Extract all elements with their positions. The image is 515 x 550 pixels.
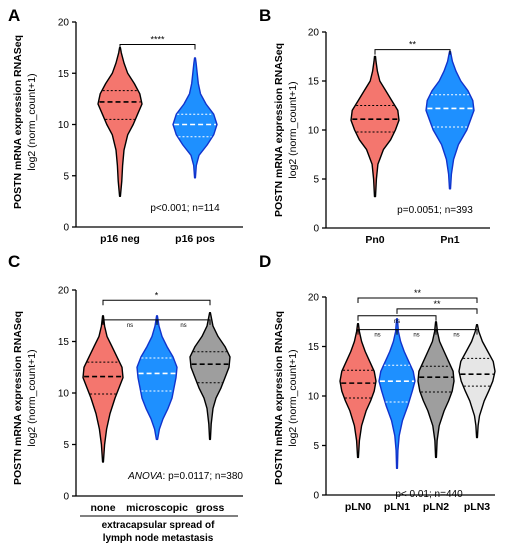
- plot-area-b: 0 5 10 15 20 Pn0 Pn1 **: [308, 28, 490, 246]
- y-axis-subtitle-d: log2 (norm_count+1): [287, 349, 299, 446]
- stats-annotation-c: ANOVA: p=0.0117; n=380: [127, 471, 243, 482]
- y-axis-subtitle-b: log2 (norm_count+1): [287, 81, 299, 178]
- panel-d: D POSTN mRNA expression RNASeq log2 (nor…: [259, 252, 496, 513]
- y-axis-subtitle-c: log2 (norm_count+1): [26, 349, 38, 446]
- y-tick-label: 5: [63, 440, 69, 451]
- y-tick-label: 0: [63, 223, 69, 234]
- y-tick-label: 10: [58, 389, 70, 400]
- x-tick-label: Pn0: [365, 234, 384, 246]
- significance-label: ns: [453, 333, 459, 339]
- significance-label: ns: [374, 333, 380, 339]
- significance-bracket: [119, 44, 196, 50]
- violin-pn0: [350, 55, 400, 198]
- y-tick-label: 10: [58, 120, 70, 131]
- y-tick-label: 20: [58, 18, 70, 29]
- y-tick-label: 15: [308, 77, 320, 88]
- violin-none: [82, 315, 124, 463]
- y-tick-label: 0: [313, 491, 319, 502]
- violin-pln0: [339, 323, 377, 459]
- y-tick-label: 10: [308, 126, 320, 137]
- y-tick-label: 0: [313, 224, 319, 235]
- violin-p16-neg: [97, 46, 143, 197]
- violin-gross: [189, 312, 231, 441]
- x-tick-label: none: [90, 502, 115, 514]
- plot-area-a: 0 5 10 15 20 p16 neg p16 pos ****: [58, 18, 243, 245]
- x-tick-label: Pn1: [440, 234, 459, 246]
- y-tick-label: 15: [58, 337, 70, 348]
- significance-bracket: [156, 319, 211, 325]
- panel-label-b: B: [259, 6, 271, 25]
- violin-p16-pos: [172, 57, 218, 179]
- y-axis-title-b: POSTN mRNA expression RNASeq: [273, 43, 285, 217]
- stats-annotation-b: p=0.0051; n=393: [397, 205, 473, 216]
- plot-area-d: 0 5 10 15 20 pLN0 pLN1 pLN2 pLN3 ns ns ns ns ** **: [308, 288, 496, 513]
- panel-label-d: D: [259, 252, 271, 271]
- significance-label: ****: [150, 35, 165, 45]
- y-axis-title-c: POSTN mRNA expression RNASeq: [12, 311, 24, 485]
- significance-label: ns: [413, 333, 419, 339]
- x-tick-label: pLN3: [464, 501, 490, 513]
- y-tick-label: 20: [308, 293, 320, 304]
- x-tick-label: pLN0: [345, 501, 371, 513]
- violin-pln1: [378, 318, 416, 469]
- panel-label-c: C: [8, 252, 20, 271]
- x-tick-label: microscopic: [126, 502, 188, 514]
- significance-label: **: [409, 40, 417, 50]
- stats-annotation-a: p<0.001; n=114: [150, 203, 220, 214]
- y-axis-title-a: POSTN mRNA expression RNASeq: [12, 35, 24, 209]
- significance-bracket: [357, 315, 437, 321]
- x-axis-title-c-line1: extracapsular spread of: [102, 520, 215, 531]
- significance-label: **: [414, 288, 422, 298]
- plot-area-c: 0 5 10 15 20 none microscopic gross ns ns *: [58, 286, 243, 514]
- significance-label: ns: [127, 323, 133, 329]
- y-tick-label: 20: [58, 286, 70, 297]
- y-axis-subtitle-a: log2 (norm_count+1): [26, 73, 38, 170]
- y-tick-label: 15: [58, 69, 70, 80]
- significance-bracket: [102, 299, 211, 306]
- panel-b: B POSTN mRNA expression RNASeq log2 (nor…: [259, 6, 490, 246]
- x-axis-title-c-line2: lymph node metastasis: [103, 533, 214, 544]
- stats-annotation-c-method: ANOVA: [127, 471, 163, 482]
- x-tick-label: p16 pos: [175, 233, 215, 245]
- violin-microscopic: [136, 315, 178, 441]
- x-tick-label: gross: [196, 502, 225, 514]
- violin-pln3: [458, 324, 496, 439]
- significance-bracket: [357, 297, 478, 303]
- y-tick-label: 15: [308, 342, 320, 353]
- stats-annotation-d: p< 0.01; n=440: [395, 489, 463, 500]
- significance-bracket: [374, 49, 451, 55]
- panel-label-a: A: [8, 6, 20, 25]
- x-tick-label: pLN1: [384, 501, 410, 513]
- y-tick-label: 0: [63, 492, 69, 503]
- y-tick-label: 20: [308, 28, 320, 39]
- significance-bracket: [396, 308, 478, 314]
- significance-label: ns: [394, 319, 400, 325]
- significance-label: **: [433, 299, 441, 309]
- y-tick-label: 10: [308, 392, 320, 403]
- panel-a: A POSTN mRNA expression RNASeq log2 (nor…: [8, 6, 243, 245]
- significance-label: *: [155, 290, 159, 300]
- significance-label: ns: [180, 323, 186, 329]
- y-axis-title-d: POSTN mRNA expression RNASeq: [273, 311, 285, 485]
- x-tick-label: pLN2: [423, 501, 449, 513]
- y-tick-label: 5: [313, 441, 319, 452]
- violin-pln2: [417, 321, 455, 459]
- violin-pn1: [425, 50, 475, 190]
- x-tick-label: p16 neg: [100, 233, 140, 245]
- y-tick-label: 5: [313, 175, 319, 186]
- stats-annotation-c-values: : p=0.0117; n=380: [163, 471, 244, 482]
- y-tick-label: 5: [63, 171, 69, 182]
- significance-bracket: [435, 329, 478, 335]
- panel-c: C POSTN mRNA expression RNASeq log2 (nor…: [8, 252, 243, 544]
